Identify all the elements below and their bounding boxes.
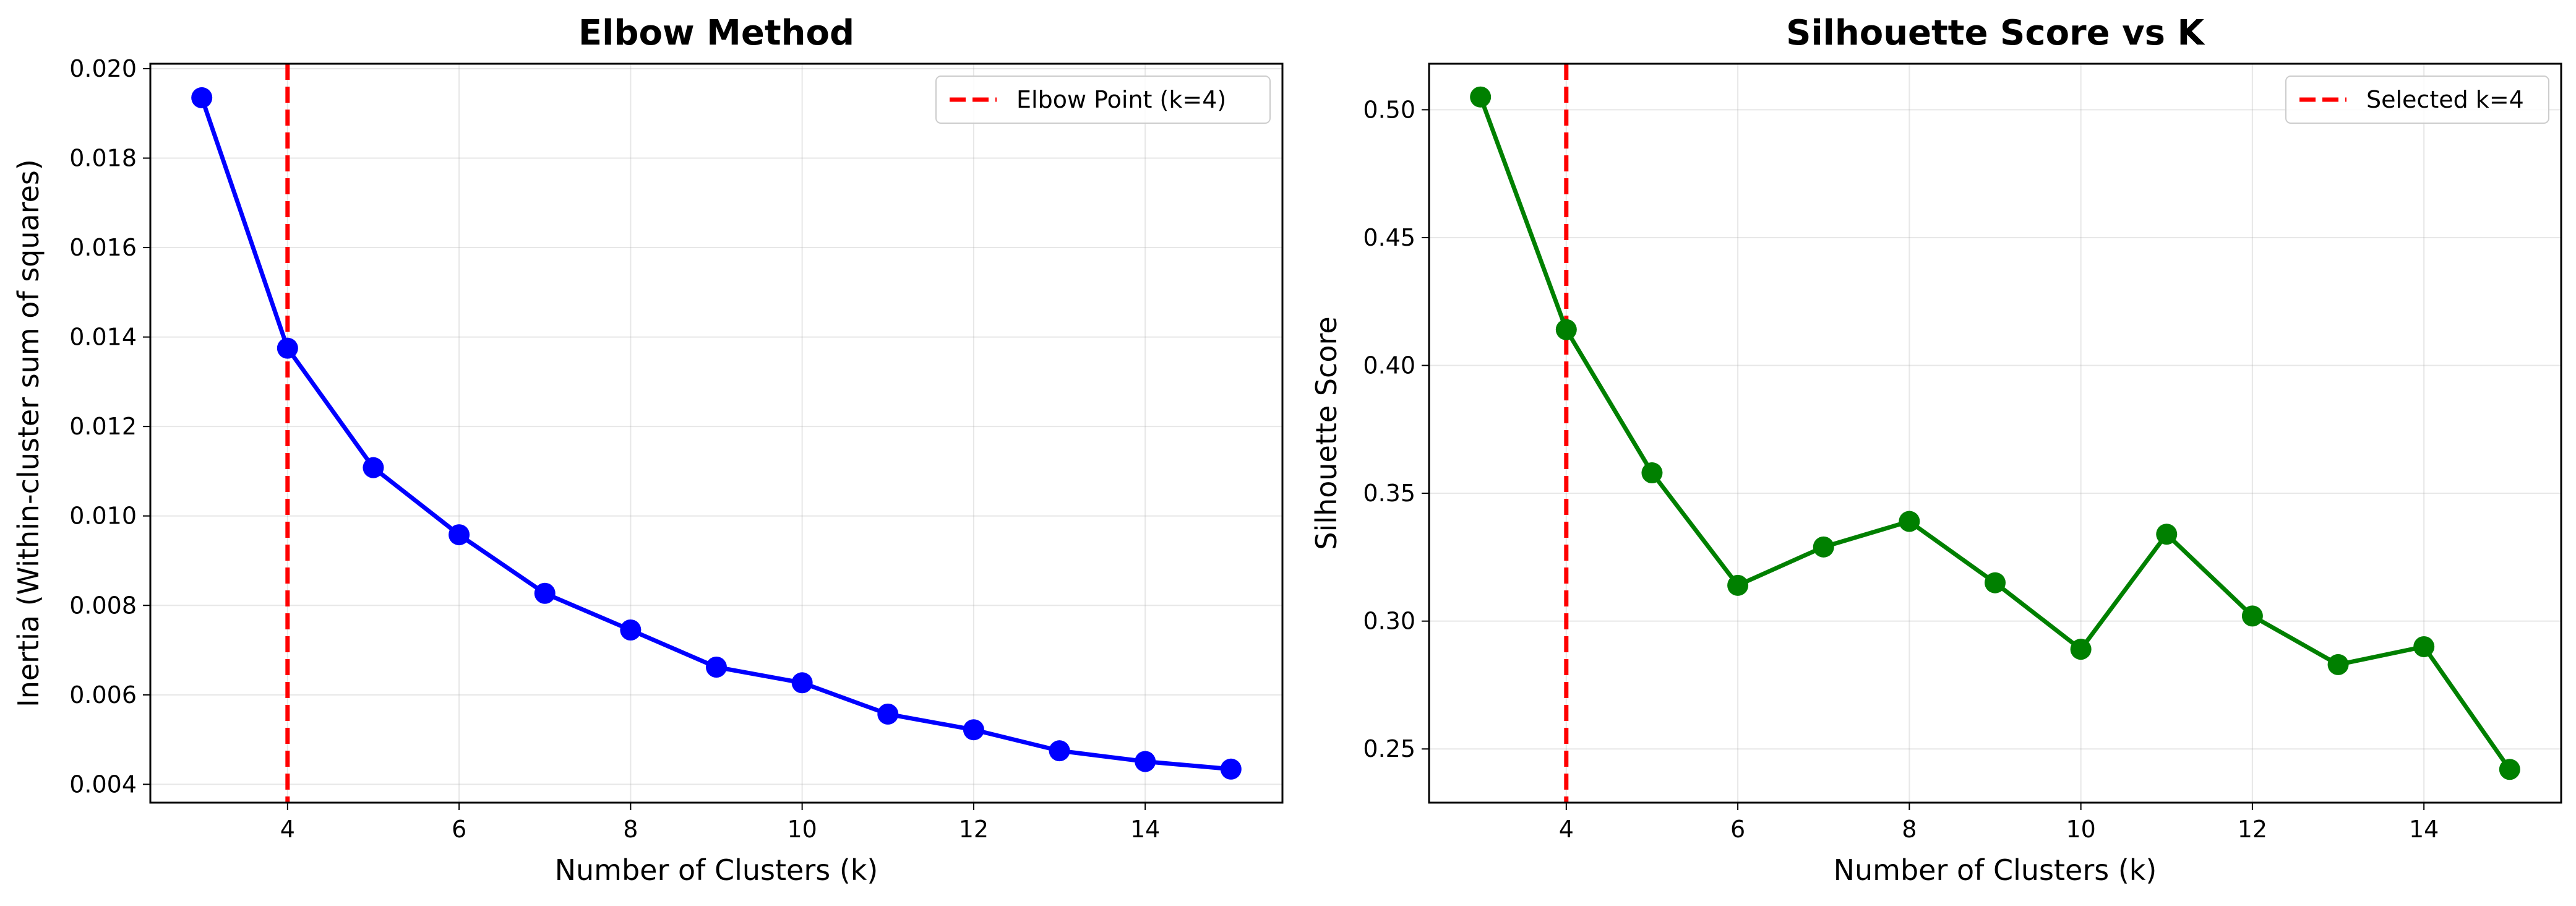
x-tick-label: 4 <box>280 816 295 843</box>
x-tick-label: 10 <box>2066 816 2095 843</box>
data-point <box>2156 524 2178 545</box>
chart-title: Elbow Method <box>578 13 854 53</box>
silhouette-chart: 4 6 8 10 12 14 0.25 0.30 0.35 0.40 0.45 0.50 Selecte… <box>1310 13 2562 887</box>
x-tick-label: 12 <box>2238 816 2267 843</box>
y-tick-label: 0.004 <box>69 770 137 798</box>
data-point <box>191 87 213 108</box>
data-point <box>1641 462 1663 484</box>
y-tick-label: 0.008 <box>69 592 137 619</box>
y-tick-label: 0.35 <box>1363 480 1415 507</box>
y-tick-label: 0.30 <box>1363 608 1415 635</box>
data-point <box>1555 319 1577 340</box>
y-tick-label: 0.25 <box>1363 735 1415 762</box>
data-point <box>1813 536 1834 558</box>
y-tick-label: 0.012 <box>69 413 137 440</box>
x-tick-label: 4 <box>1559 816 1574 843</box>
data-point <box>1985 572 2006 593</box>
legend-label: Selected k=4 <box>2366 86 2524 113</box>
y-tick-label: 0.016 <box>69 234 137 261</box>
y-tick-label: 0.50 <box>1363 96 1415 123</box>
data-point <box>1135 751 1156 772</box>
plot-frame <box>149 63 1284 804</box>
x-tick-label: 6 <box>452 816 466 843</box>
data-point <box>2413 636 2435 657</box>
series-line <box>1478 96 2512 771</box>
chart-title: Silhouette Score vs K <box>1786 13 2205 53</box>
data-point <box>1470 86 1492 108</box>
y-tick-label: 0.014 <box>69 324 137 351</box>
data-point <box>1727 574 1749 596</box>
x-tick-label: 6 <box>1730 816 1745 843</box>
x-axis-label: Number of Clusters (k) <box>555 853 878 887</box>
y-tick-label: 0.006 <box>69 681 137 709</box>
data-point <box>2070 639 2092 660</box>
x-tick-label: 12 <box>959 816 989 843</box>
data-point <box>534 582 556 604</box>
y-axis-label: Inertia (Within-cluster sum of squares) <box>12 159 45 707</box>
data-point <box>363 457 384 478</box>
data-point <box>791 672 813 694</box>
y-tick-label: 0.40 <box>1363 352 1415 379</box>
y-tick-label: 0.010 <box>69 503 137 530</box>
x-tick-label: 14 <box>1130 816 1160 843</box>
data-point <box>2241 605 2263 627</box>
x-tick-label: 10 <box>787 816 817 843</box>
x-tick-label: 8 <box>1902 816 1917 843</box>
x-tick-label: 8 <box>623 816 638 843</box>
data-point <box>277 337 298 359</box>
data-point <box>963 719 984 741</box>
y-tick-label: 0.45 <box>1363 224 1415 251</box>
legend-box <box>935 76 1271 124</box>
y-tick-label: 0.018 <box>69 145 137 172</box>
x-tick-label: 14 <box>2409 816 2439 843</box>
data-point <box>1049 740 1070 762</box>
data-point <box>620 619 642 641</box>
data-point <box>1899 511 1920 532</box>
x-axis-label: Number of Clusters (k) <box>1834 853 2157 887</box>
plot-frame <box>1428 63 2562 804</box>
y-axis-label: Silhouette Score <box>1310 316 1343 550</box>
legend-label: Elbow Point (k=4) <box>1016 86 1226 113</box>
data-point <box>877 703 899 725</box>
legend-box <box>2285 76 2549 124</box>
data-point <box>1220 758 1242 780</box>
data-point <box>449 524 470 546</box>
data-point <box>2499 759 2520 780</box>
data-point <box>2327 654 2349 675</box>
y-tick-label: 0.020 <box>69 55 137 82</box>
elbow-chart: 4 6 8 10 12 14 0.004 0.006 0.008 0.010 0.012 0.014 0… <box>12 13 1284 887</box>
data-point <box>706 657 727 678</box>
